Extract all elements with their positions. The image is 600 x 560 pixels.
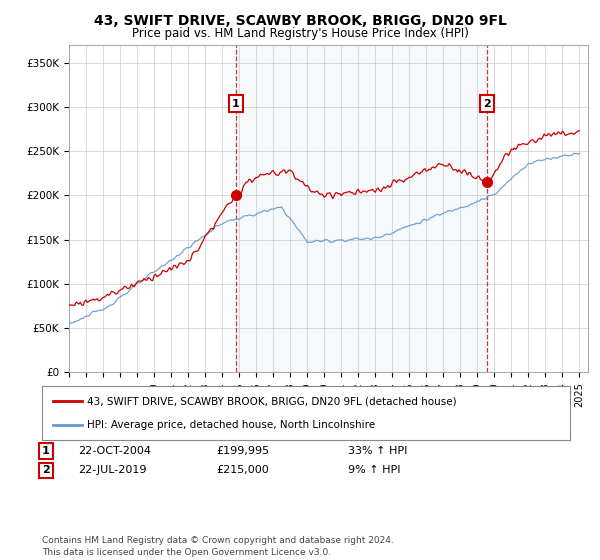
Text: 33% ↑ HPI: 33% ↑ HPI xyxy=(348,446,407,456)
Text: 1: 1 xyxy=(42,446,50,456)
Text: 22-JUL-2019: 22-JUL-2019 xyxy=(78,465,146,475)
Text: 43, SWIFT DRIVE, SCAWBY BROOK, BRIGG, DN20 9FL: 43, SWIFT DRIVE, SCAWBY BROOK, BRIGG, DN… xyxy=(94,14,506,28)
Bar xyxy=(236,45,487,372)
Text: £199,995: £199,995 xyxy=(216,446,269,456)
Text: 22-OCT-2004: 22-OCT-2004 xyxy=(78,446,151,456)
Text: 2: 2 xyxy=(42,465,50,475)
Text: HPI: Average price, detached house, North Lincolnshire: HPI: Average price, detached house, Nort… xyxy=(87,419,375,430)
Text: 1: 1 xyxy=(232,99,239,109)
Text: 2: 2 xyxy=(483,99,491,109)
Text: Contains HM Land Registry data © Crown copyright and database right 2024.
This d: Contains HM Land Registry data © Crown c… xyxy=(42,536,394,557)
Text: Price paid vs. HM Land Registry's House Price Index (HPI): Price paid vs. HM Land Registry's House … xyxy=(131,27,469,40)
Text: 43, SWIFT DRIVE, SCAWBY BROOK, BRIGG, DN20 9FL (detached house): 43, SWIFT DRIVE, SCAWBY BROOK, BRIGG, DN… xyxy=(87,396,457,407)
Text: £215,000: £215,000 xyxy=(216,465,269,475)
Text: 9% ↑ HPI: 9% ↑ HPI xyxy=(348,465,401,475)
